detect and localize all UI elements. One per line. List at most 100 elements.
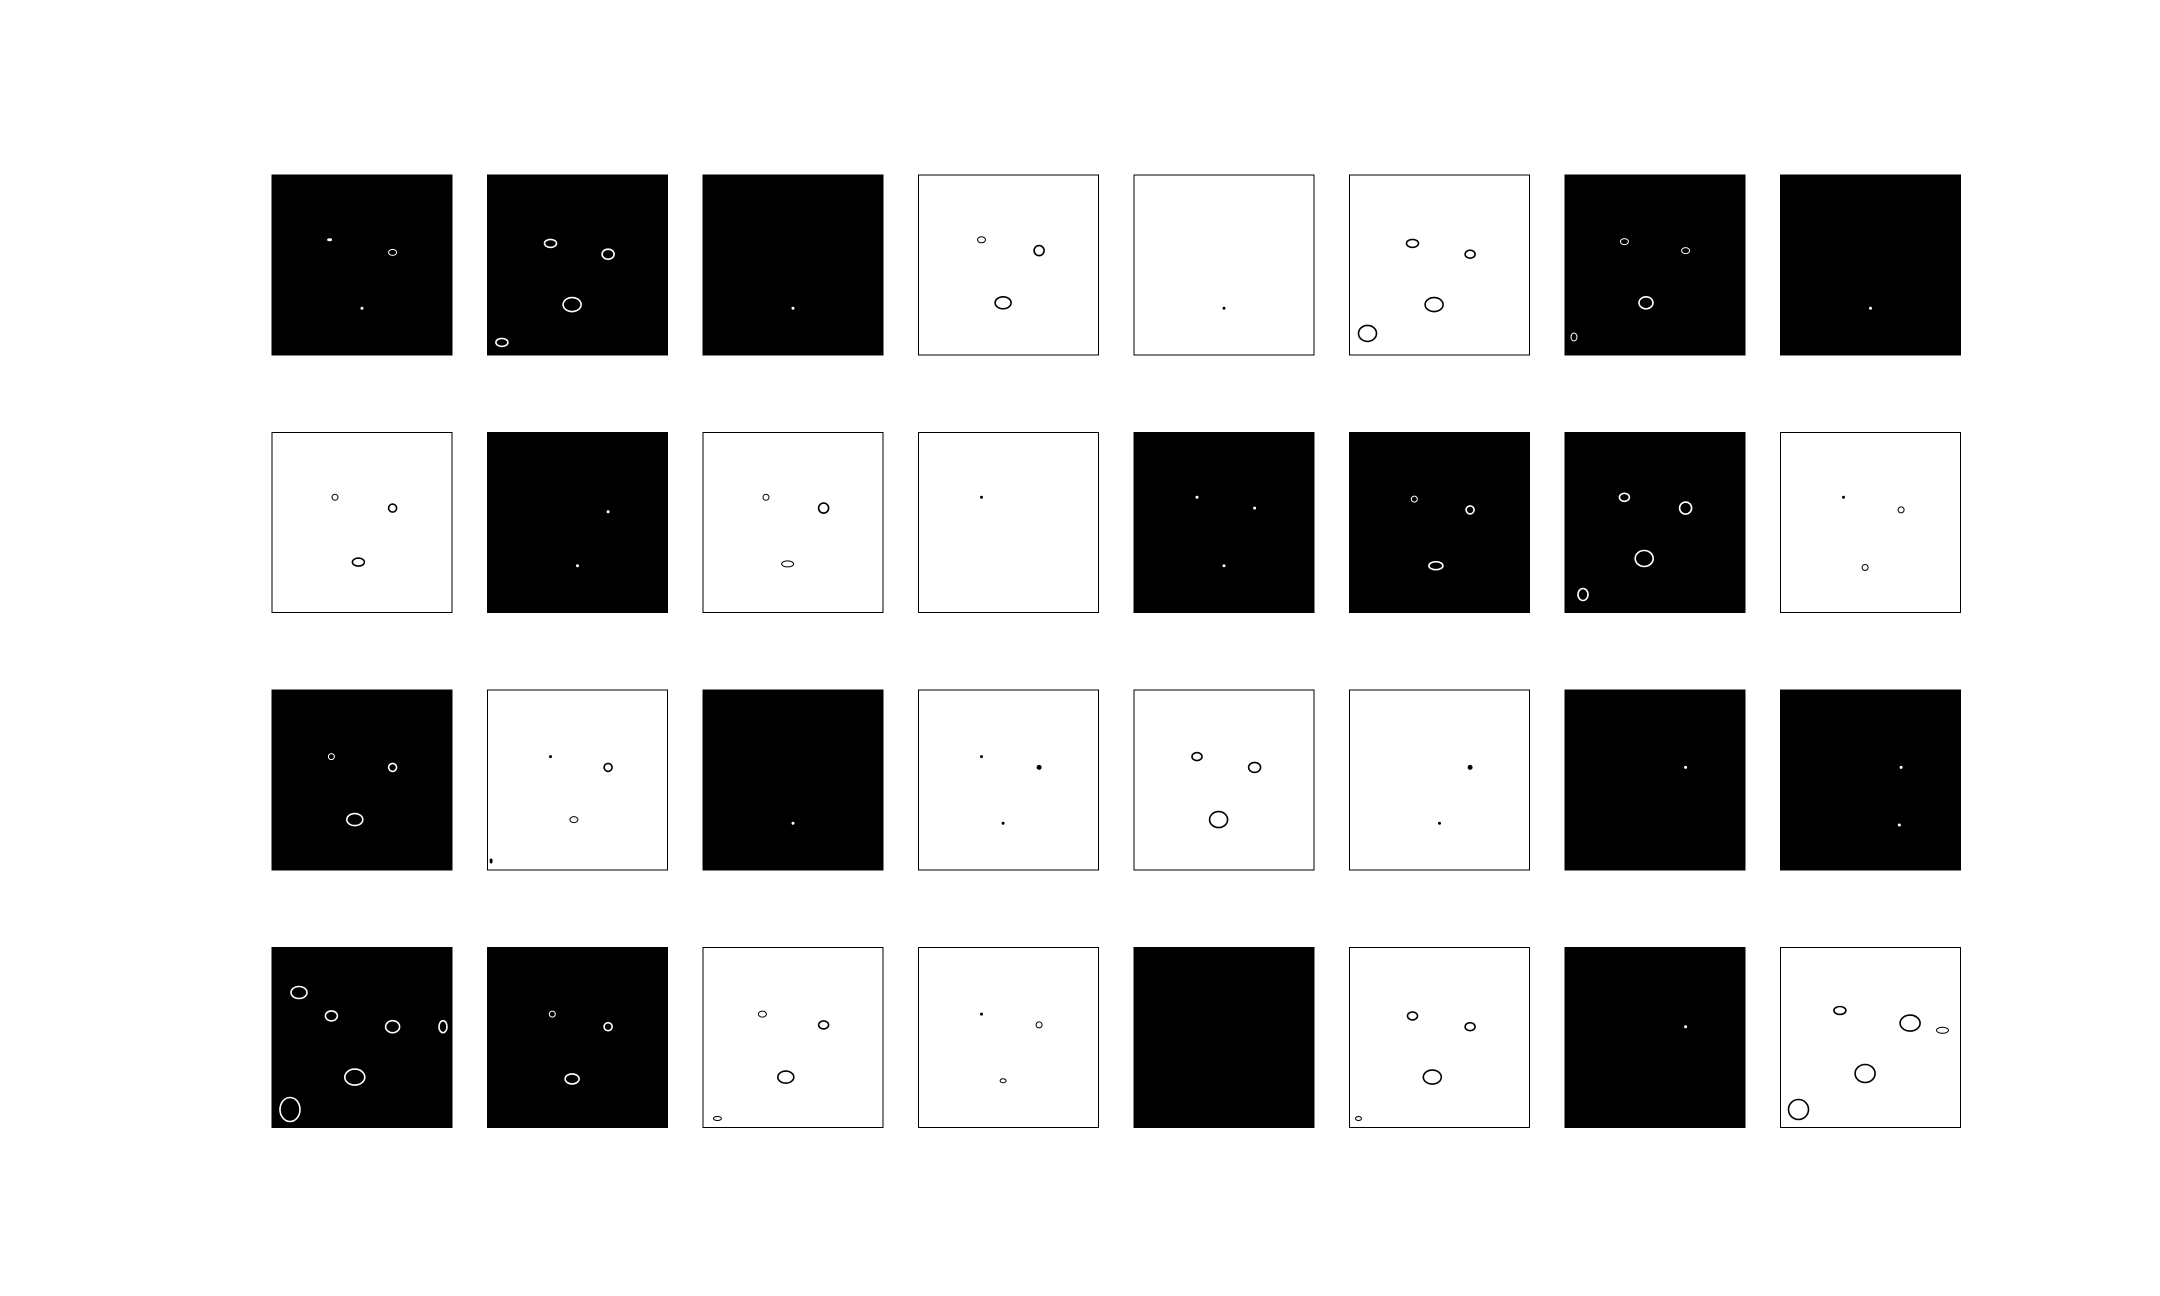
- activation-speck: [1222, 564, 1226, 568]
- panel-frame: [918, 174, 1099, 356]
- activation-speck: [576, 564, 579, 568]
- panel-frame: [1564, 174, 1746, 356]
- activation-speck: [569, 816, 579, 824]
- activation-speck: [603, 1021, 613, 1032]
- activation-speck: [549, 755, 552, 759]
- panel-frame: [1780, 174, 1961, 356]
- panel-frame: [1780, 689, 1961, 871]
- activation-speck: [1357, 324, 1378, 343]
- activation-speck: [384, 1019, 401, 1034]
- activation-speck: [1577, 587, 1589, 602]
- panel-frame: [487, 689, 668, 871]
- activation-speck: [603, 762, 613, 773]
- panel-frame: [1780, 947, 1961, 1128]
- feature-map-panel: [1564, 174, 1746, 356]
- activation-speck: [1035, 1021, 1043, 1029]
- activation-speck: [999, 1078, 1007, 1084]
- activation-speck: [1467, 764, 1473, 770]
- activation-speck: [1899, 1014, 1921, 1032]
- panel-frame: [487, 174, 668, 356]
- activation-speck: [387, 503, 398, 513]
- feature-map-panel: [1780, 947, 1961, 1128]
- panel-frame: [918, 947, 1099, 1128]
- panel-frame: [271, 689, 453, 871]
- activation-speck: [1191, 751, 1203, 762]
- activation-speck: [757, 1010, 767, 1018]
- feature-map-panel: [918, 689, 1099, 871]
- feature-map-panel: [918, 432, 1099, 613]
- activation-speck: [1410, 495, 1418, 503]
- feature-map-panel: [918, 174, 1099, 356]
- activation-speck: [1897, 506, 1905, 514]
- activation-speck: [980, 1012, 983, 1016]
- feature-map-panel: [487, 947, 668, 1128]
- activation-speck: [1936, 1026, 1949, 1034]
- activation-speck: [776, 1070, 795, 1084]
- feature-map-panel: [487, 432, 668, 613]
- feature-map-panel: [1349, 432, 1530, 613]
- activation-speck: [1899, 765, 1903, 769]
- activation-speck: [548, 1010, 556, 1018]
- activation-speck: [1638, 295, 1654, 310]
- activation-speck: [1854, 1063, 1876, 1084]
- feature-map-panel: [702, 432, 884, 613]
- activation-speck: [762, 493, 770, 501]
- activation-speck: [1684, 1025, 1688, 1029]
- activation-speck: [1438, 821, 1441, 825]
- activation-speck: [543, 238, 558, 249]
- activation-speck: [324, 1010, 339, 1022]
- panel-frame: [1133, 174, 1315, 356]
- activation-speck: [564, 1073, 580, 1085]
- activation-speck: [345, 812, 364, 827]
- panel-frame: [487, 947, 668, 1128]
- activation-speck: [712, 1116, 722, 1121]
- feature-map-panel: [1349, 174, 1530, 356]
- feature-map-panel: [918, 947, 1099, 1128]
- activation-speck: [1618, 492, 1631, 503]
- feature-map-panel: [702, 174, 884, 356]
- activation-speck: [1036, 764, 1042, 770]
- activation-speck: [1405, 238, 1420, 249]
- activation-speck: [489, 858, 493, 864]
- panel-frame: [702, 174, 884, 356]
- activation-speck: [601, 248, 615, 260]
- panel-frame: [1133, 689, 1315, 871]
- feature-map-panel: [487, 689, 668, 871]
- panel-frame: [702, 947, 884, 1128]
- activation-speck: [351, 557, 366, 567]
- activation-speck: [1833, 1005, 1847, 1016]
- activation-speck: [1634, 549, 1654, 568]
- activation-speck: [1464, 249, 1476, 259]
- panel-frame: [1349, 174, 1530, 356]
- panel-frame: [271, 174, 453, 356]
- activation-speck: [360, 306, 364, 310]
- activation-speck: [1222, 306, 1226, 310]
- activation-speck: [1428, 560, 1444, 571]
- activation-speck: [1465, 505, 1475, 515]
- activation-speck: [1684, 765, 1688, 769]
- panel-frame: [1564, 947, 1746, 1128]
- feature-map-panel: [271, 432, 453, 613]
- activation-speck: [817, 502, 830, 514]
- feature-map-panel: [1564, 947, 1746, 1128]
- activation-speck: [1681, 247, 1691, 255]
- activation-speck: [1678, 501, 1693, 515]
- activation-speck: [1842, 495, 1845, 499]
- activation-speck: [1001, 821, 1005, 825]
- activation-speck: [387, 762, 398, 773]
- activation-speck: [977, 236, 986, 244]
- feature-map-panel: [1349, 947, 1530, 1128]
- activation-speck: [781, 560, 795, 568]
- activation-speck: [343, 1068, 366, 1086]
- feature-map-panel: [1564, 689, 1746, 871]
- panel-frame: [487, 432, 668, 613]
- panel-frame: [918, 432, 1099, 613]
- activation-speck: [1422, 1069, 1443, 1085]
- activation-speck: [1897, 823, 1901, 827]
- feature-map-panel: [1133, 174, 1315, 356]
- activation-speck: [495, 337, 509, 348]
- feature-map-panel: [271, 947, 453, 1128]
- activation-speck: [1253, 506, 1257, 510]
- activation-speck: [1619, 238, 1629, 246]
- panel-frame: [1780, 432, 1961, 613]
